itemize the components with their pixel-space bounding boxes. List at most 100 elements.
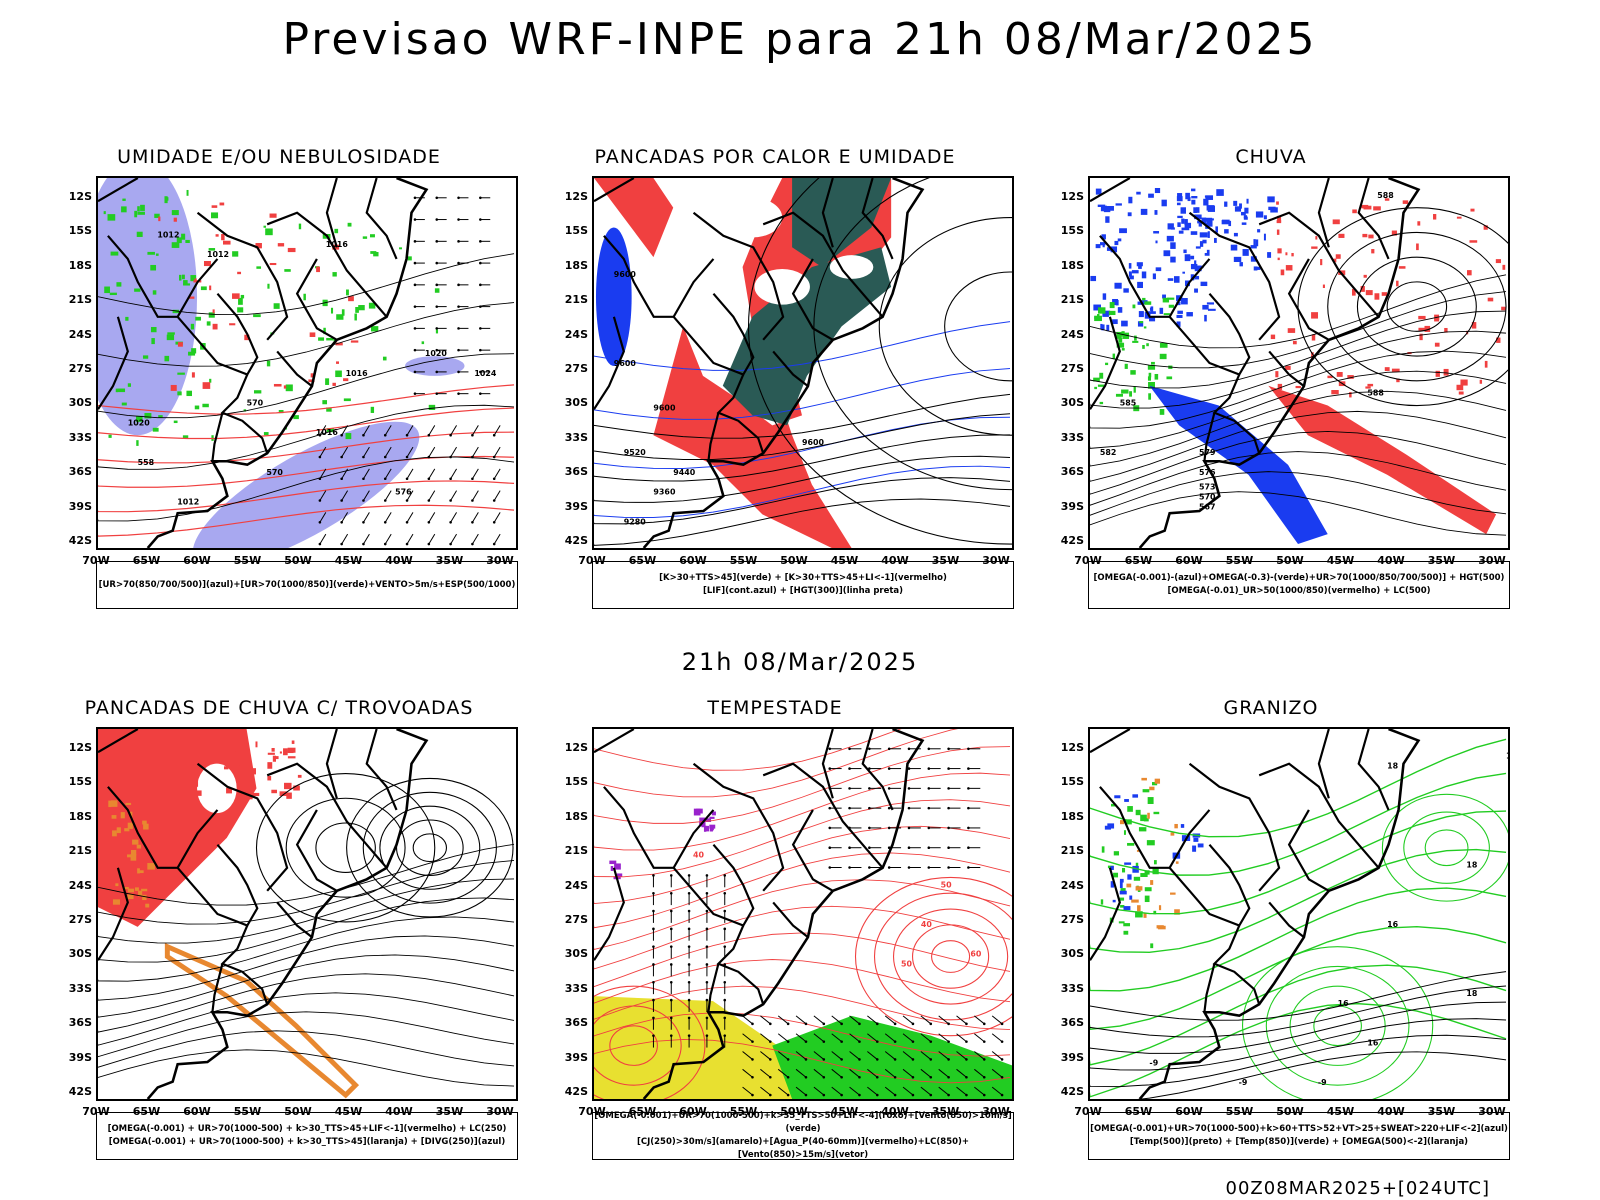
wind-vector-head — [804, 1040, 808, 1043]
rain-green — [1112, 353, 1116, 360]
border-line — [276, 350, 313, 388]
thunder-red-speck — [251, 792, 260, 797]
contour-label: 1012 — [207, 250, 229, 259]
humidity-green — [190, 275, 197, 282]
contour-label: 16 — [1387, 920, 1399, 929]
rain-blue — [1233, 256, 1242, 262]
rain-blue — [1250, 256, 1257, 262]
wind-vector-head — [858, 1040, 861, 1043]
storm-purple — [610, 866, 614, 871]
rain-green — [1147, 365, 1156, 370]
legend-line: [Temp(500)](preto) + [Temp(850)](verde) … — [1129, 1137, 1469, 1147]
wind-vector-head — [457, 283, 460, 287]
wind-vector-head — [927, 787, 931, 790]
wind-vector — [319, 468, 327, 480]
wind-vector-head — [457, 240, 460, 243]
humidity-green — [298, 223, 302, 230]
hail-blue — [1129, 895, 1133, 900]
hail-green-speck — [1153, 811, 1160, 815]
humidity-green — [326, 407, 332, 412]
longitude-label: 60W — [183, 1105, 211, 1118]
rain-red — [1320, 259, 1323, 266]
rain-red — [1418, 315, 1426, 320]
longitude-label: 55W — [729, 1105, 758, 1118]
wind-vector-head — [705, 927, 709, 931]
border-line — [762, 762, 884, 869]
streamline — [98, 992, 515, 1046]
wind-vector-head — [911, 1075, 915, 1079]
wind-vector-head — [492, 455, 496, 459]
humidity-green — [336, 314, 344, 320]
wind-vector — [884, 1015, 896, 1025]
wind-vector-head — [927, 826, 931, 830]
rain-green — [1147, 376, 1152, 381]
wind-vector-head — [947, 1022, 950, 1026]
rain-red — [1456, 216, 1462, 219]
legend-line: [OMEGA(-0.001)+UR>70(1000-500)+k>35_TTS>… — [594, 1111, 1012, 1134]
wind-vector — [777, 1015, 789, 1025]
rain-red — [1391, 230, 1397, 236]
border-line — [692, 211, 785, 341]
rain-red — [1456, 384, 1464, 391]
latitude-label: 42S — [564, 1085, 588, 1098]
wind-vector — [493, 490, 501, 501]
wind-vector — [991, 1068, 1003, 1078]
contour-label: 567 — [1199, 502, 1216, 511]
rain-red — [1291, 252, 1294, 257]
humidity-green — [190, 323, 195, 330]
border-line — [196, 211, 289, 341]
humidity-green — [322, 400, 328, 405]
rain-green — [1122, 332, 1130, 339]
hail-green-speck — [1110, 803, 1117, 807]
border-line — [220, 374, 269, 454]
hail-green-speck — [1144, 870, 1150, 875]
wind-vector-head — [479, 283, 482, 287]
thunder-orange — [115, 883, 119, 887]
coastline — [146, 178, 429, 548]
contour-label: 573 — [1199, 483, 1216, 492]
wind-vector — [956, 1068, 967, 1078]
humidity-green — [253, 314, 261, 318]
legend: [OMEGA(-0.001)+UR>70(1000-500)+k>35_TTS>… — [592, 1111, 1014, 1160]
latitude-label: 24S — [1060, 878, 1084, 892]
thickness-red — [332, 382, 336, 386]
wind-vector-head — [840, 1075, 843, 1079]
rain-green — [1099, 401, 1104, 405]
thickness-red — [191, 372, 195, 378]
rain-blue — [1114, 282, 1122, 289]
rain-blue — [1103, 206, 1111, 213]
hail-green-speck — [1135, 809, 1141, 816]
rain-blue — [1095, 188, 1102, 195]
latitude-label: 30S — [68, 396, 92, 410]
latitude-label: 36S — [68, 465, 92, 479]
wind-vector-head — [435, 305, 439, 308]
longitude-label: 45W — [334, 1105, 363, 1118]
rain-blue — [1270, 207, 1278, 213]
wind-vector-head — [723, 980, 727, 984]
streamline — [395, 819, 464, 876]
wind-vector — [742, 1033, 753, 1043]
wind-vector — [363, 533, 370, 545]
latitude-label: 24S — [68, 878, 92, 892]
border-line — [692, 762, 785, 892]
wind-vector-head — [982, 1058, 986, 1061]
wind-vector-head — [413, 392, 417, 395]
hail-blue — [1124, 862, 1132, 865]
border-line — [594, 316, 625, 410]
hail-blue — [1181, 835, 1186, 842]
humidity-green — [273, 303, 280, 309]
wind-vector-head — [435, 283, 439, 287]
wind-vector-head — [723, 909, 727, 913]
geopotential-contour — [1090, 451, 1507, 506]
latitude-label: 36S — [1060, 1016, 1084, 1030]
rain-blue — [1128, 196, 1133, 204]
rain-green — [1097, 384, 1105, 387]
hail-blue — [1124, 799, 1129, 802]
longitude-label: 60W — [679, 1105, 707, 1118]
forecast-date: 21h 08/Mar/2025 — [681, 648, 919, 676]
thunder-red-speck — [275, 756, 279, 760]
wind-vector-head — [868, 806, 871, 810]
wind-vector — [471, 512, 479, 523]
wind-vector-head — [769, 1022, 772, 1026]
rain-blue — [1102, 244, 1105, 248]
